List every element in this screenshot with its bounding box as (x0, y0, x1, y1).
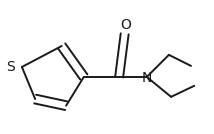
Text: O: O (120, 18, 131, 32)
Text: S: S (6, 60, 15, 74)
Text: N: N (142, 71, 152, 85)
